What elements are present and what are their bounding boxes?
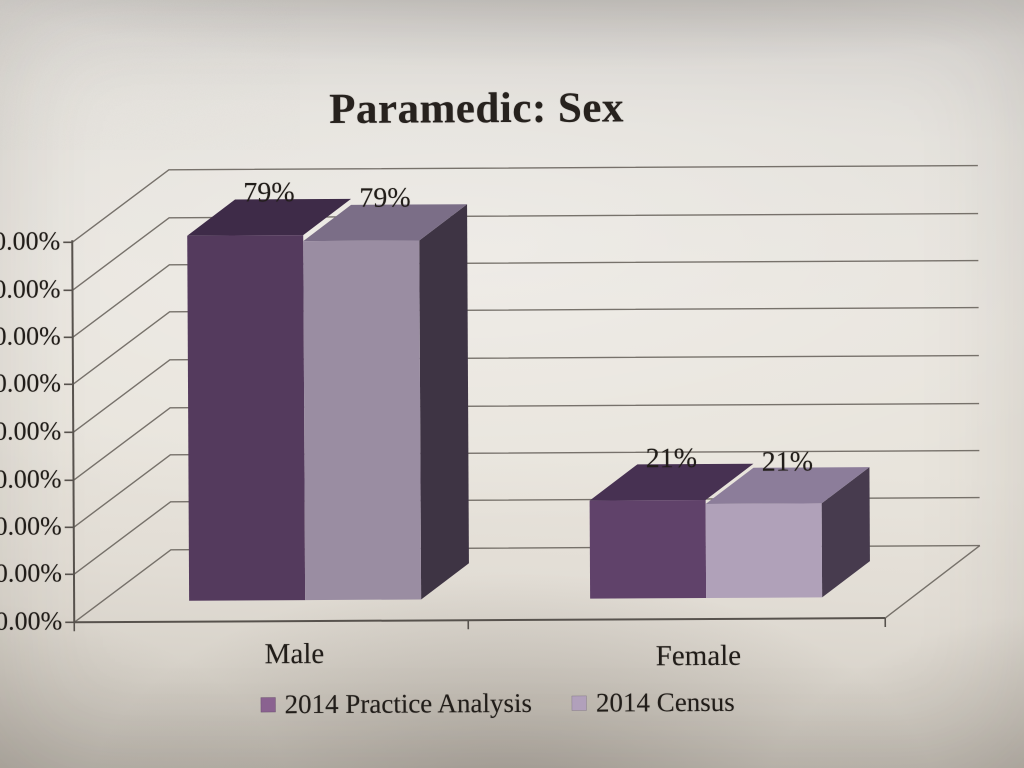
y-tick-label: 10.00% <box>0 558 63 588</box>
bar-male-census-front <box>303 240 422 601</box>
bar-value-label-male-practice: 79% <box>243 177 295 209</box>
x-axis-ticks <box>73 618 887 632</box>
y-axis-line <box>71 240 76 623</box>
legend-key-census <box>571 695 588 711</box>
y-tick-label: 20.00% <box>0 511 62 541</box>
legend-swatch-icon <box>260 697 276 713</box>
y-tick-label: 80.00% <box>0 226 61 256</box>
y-tick-label: 30.00% <box>0 464 62 494</box>
floor-right-edge <box>884 544 981 619</box>
y-tick-label: 40.00% <box>0 416 62 446</box>
gridline <box>72 354 979 433</box>
bar-male-census-side <box>419 204 469 600</box>
bar-female-census-top <box>705 467 870 504</box>
bar-male-practice-front <box>187 235 306 601</box>
gridline <box>72 259 979 338</box>
legend-key-practice-analysis <box>260 697 276 713</box>
bar-female-practice-front <box>589 499 707 599</box>
legend-label-practice-analysis: 2014 Practice Analysis <box>284 687 533 720</box>
category-label-female: Female <box>655 639 742 673</box>
bar-female-census-front <box>705 503 823 598</box>
gridline <box>73 449 980 528</box>
bar-female-census-side <box>821 467 870 598</box>
legend-item-practice-analysis: 2014 Practice Analysis <box>260 688 532 720</box>
y-tick-label: 50.00% <box>0 368 62 398</box>
y-tick-label: 0.00% <box>0 606 63 636</box>
y-tick-label: 60.00% <box>0 321 61 351</box>
bar-male-census-top <box>303 204 468 242</box>
gridline <box>72 212 979 291</box>
bar-value-label-female-census: 21% <box>761 446 814 478</box>
gridline <box>73 402 980 481</box>
bar-male-practice-top <box>187 198 352 236</box>
category-label-male: Male <box>264 637 325 671</box>
gridline <box>72 306 979 385</box>
bar-value-label-male-census: 79% <box>359 182 411 214</box>
legend-label-census: 2014 Census <box>595 686 735 718</box>
gridline <box>71 164 978 243</box>
bar-female-practice-top <box>589 463 754 501</box>
legend-item-census: 2014 Census <box>571 686 735 719</box>
x-axis-baseline <box>74 617 886 624</box>
y-tick-label: 70.00% <box>0 274 61 304</box>
gridline <box>73 496 980 575</box>
legend-swatch-icon <box>571 695 588 711</box>
y-axis-ticks <box>63 241 75 624</box>
bar-group-male <box>187 198 469 601</box>
legend: 2014 Practice Analysis 2014 Census <box>0 685 1010 721</box>
bar-group-female <box>589 463 870 599</box>
bar-value-label-female-practice: 21% <box>645 443 698 475</box>
